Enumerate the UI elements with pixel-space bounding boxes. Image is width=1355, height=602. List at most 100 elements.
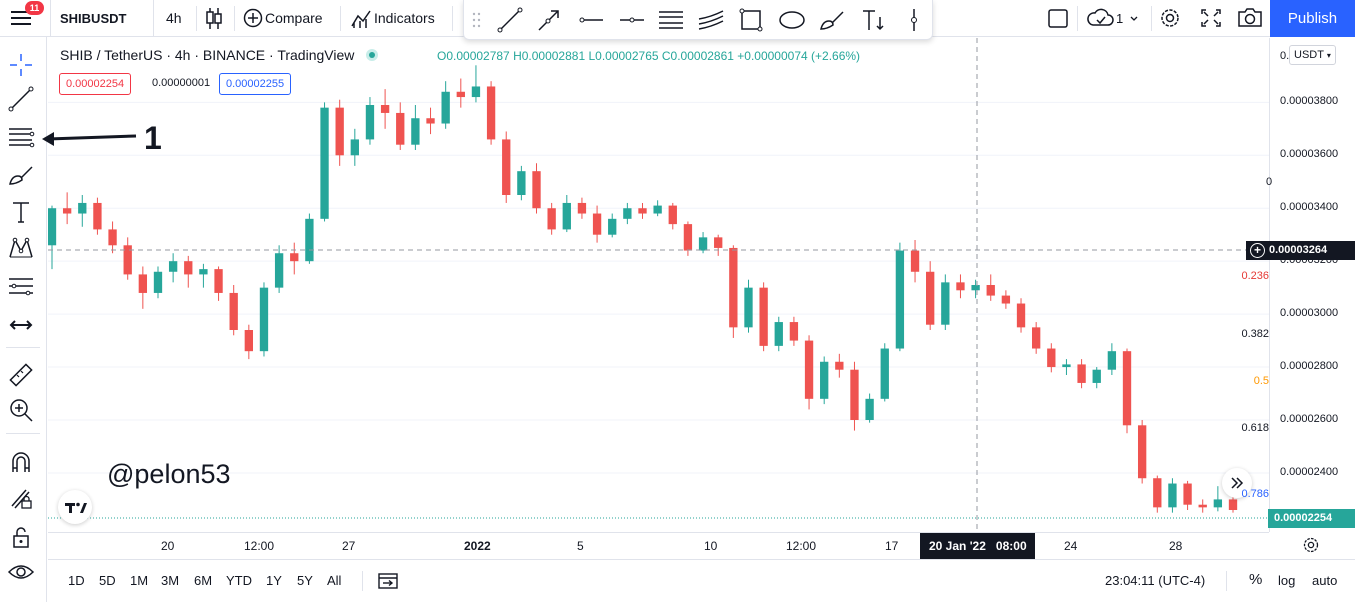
log-toggle[interactable]: log	[1278, 573, 1296, 588]
add-alert-icon[interactable]: +	[1250, 243, 1265, 258]
divider	[1151, 6, 1152, 31]
brush-icon[interactable]	[6, 160, 36, 190]
fib-retracement-icon[interactable]	[6, 122, 36, 152]
time-tick-label: 12:00	[786, 539, 817, 553]
auto-toggle[interactable]: auto	[1312, 573, 1338, 588]
go-to-date-button[interactable]	[376, 569, 400, 593]
prediction-icon[interactable]	[6, 271, 36, 301]
range-button[interactable]: 1M	[130, 573, 149, 588]
candles-icon	[206, 8, 222, 29]
candle-body	[502, 139, 511, 195]
candle-body	[426, 118, 435, 124]
price-tick-label: 0.00003000	[1280, 307, 1339, 320]
candle-body	[608, 218, 617, 235]
drag-handle-icon[interactable]	[472, 12, 482, 28]
price-chart[interactable]	[48, 38, 1269, 532]
range-button[interactable]: 5Y	[297, 573, 313, 588]
range-button[interactable]: 5D	[99, 573, 116, 588]
trend-line-icon[interactable]	[6, 84, 36, 114]
percent-toggle[interactable]: %	[1249, 571, 1263, 588]
annotation-arrow	[42, 132, 137, 146]
candle-body	[956, 282, 965, 291]
divider	[362, 571, 363, 591]
indicators-button[interactable]: Indicators	[350, 0, 435, 37]
trend-line-icon[interactable]	[495, 5, 525, 35]
scroll-to-realtime-button[interactable]	[1222, 468, 1252, 498]
main-menu-button[interactable]: 11	[0, 0, 46, 37]
camera-icon	[1238, 8, 1262, 27]
candle-body	[729, 247, 738, 328]
range-button[interactable]: All	[327, 573, 342, 588]
fib-level-label: 0.786	[1241, 488, 1269, 500]
arrow-line-icon[interactable]	[534, 5, 564, 35]
eye-icon[interactable]	[6, 557, 36, 587]
lock-pencil-icon[interactable]	[6, 482, 36, 512]
magnet-icon[interactable]	[6, 447, 36, 477]
candle-body	[365, 105, 375, 140]
zoom-in-icon[interactable]	[6, 395, 36, 425]
chart-legend[interactable]: SHIB / TetherUS · 4h · BINANCE · Trading…	[60, 47, 379, 63]
timezone-clock[interactable]: 23:04:11 (UTC-4)	[1105, 573, 1206, 588]
horizontal-line-icon[interactable]	[617, 5, 647, 35]
buy-button[interactable]: 0.00002255	[219, 73, 292, 95]
candle-body	[108, 229, 117, 246]
candle-body	[1137, 425, 1147, 479]
layout-button[interactable]	[1047, 0, 1071, 37]
candle-body	[804, 340, 814, 399]
fib-level-label: 0.382	[1241, 328, 1269, 340]
crosshair-icon[interactable]	[6, 50, 36, 80]
currency-selector[interactable]: USDT ▾	[1289, 45, 1336, 65]
fullscreen-button[interactable]	[1198, 0, 1224, 37]
fib-channel-icon[interactable]	[696, 5, 726, 35]
publish-button[interactable]: Publish	[1270, 0, 1355, 37]
candle-body	[668, 205, 677, 225]
time-scale[interactable]: 20 12:00 27 2022 5 10 12:00 17 24 28 20 Jan '22 0…	[48, 532, 1269, 559]
candle-body	[1198, 504, 1207, 508]
chart-pane[interactable]	[48, 38, 1269, 532]
divider	[340, 6, 341, 31]
range-button[interactable]: 6M	[194, 573, 213, 588]
horizontal-ray-icon[interactable]	[576, 5, 606, 35]
snapshot-button[interactable]	[1236, 0, 1264, 37]
pattern-icon[interactable]	[6, 233, 36, 263]
rectangle-icon[interactable]	[736, 5, 766, 35]
sell-button[interactable]: 0.00002254	[59, 73, 132, 95]
interval-button[interactable]: 4h	[166, 10, 182, 26]
symbol-search-button[interactable]: SHIBUSDT	[50, 0, 154, 37]
text-icon[interactable]	[6, 197, 36, 227]
chart-type-button[interactable]	[205, 0, 225, 37]
range-button[interactable]: YTD	[226, 573, 252, 588]
compare-button[interactable]: Compare	[243, 0, 323, 37]
price-scale[interactable]: 0.0 USDT ▾ 0.00003800 0.00003600 0.0000340…	[1241, 38, 1355, 532]
candle-body	[1183, 483, 1192, 505]
range-button[interactable]: 1Y	[266, 573, 282, 588]
divider	[196, 6, 197, 31]
fib-retracement-icon[interactable]	[656, 5, 686, 35]
candle-body	[290, 253, 299, 262]
candle-body	[1062, 364, 1071, 368]
text-anchor-icon[interactable]	[858, 5, 888, 35]
candle-body	[1168, 483, 1177, 508]
price-range-icon[interactable]	[899, 5, 929, 35]
tradingview-logo[interactable]	[58, 490, 92, 524]
range-button[interactable]: 3M	[161, 573, 180, 588]
scale-settings-button[interactable]	[1297, 533, 1325, 558]
lock-icon[interactable]	[6, 522, 36, 552]
candle-body	[93, 202, 102, 230]
candle-body	[1001, 295, 1011, 304]
ruler-icon[interactable]	[6, 360, 36, 390]
range-button[interactable]: 1D	[68, 573, 85, 588]
measure-arrow-icon[interactable]	[6, 310, 36, 340]
save-layout-button[interactable]: 1	[1086, 0, 1146, 37]
ellipse-icon[interactable]	[777, 5, 807, 35]
last-price-label: 0.00002254	[1268, 509, 1355, 528]
brush-icon[interactable]	[817, 5, 847, 35]
candle-body	[638, 208, 647, 214]
crosshair-date: 20 Jan '22	[929, 539, 986, 553]
candle-body	[274, 253, 284, 288]
candle-body	[532, 171, 541, 209]
candle-body	[396, 112, 405, 145]
settings-button[interactable]	[1157, 0, 1183, 37]
candle-body	[1032, 327, 1041, 349]
crosshair-price-value: 0.00003264	[1269, 244, 1328, 256]
